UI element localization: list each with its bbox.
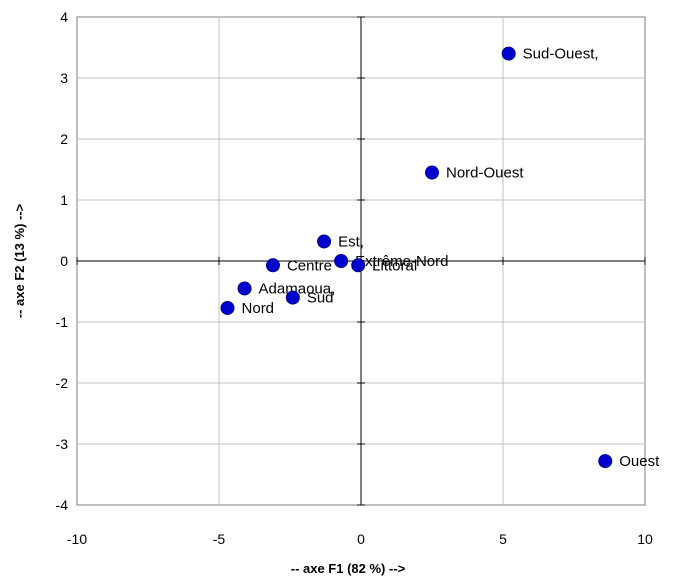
y-tick-label: 0: [60, 253, 68, 269]
data-point-label: Centre: [287, 257, 332, 274]
data-point-label: Extrême-Nord: [355, 253, 448, 270]
y-tick-label: 3: [60, 70, 68, 86]
y-tick-label: -2: [56, 375, 69, 391]
data-point: [265, 258, 280, 273]
data-point-label: Nord: [242, 300, 275, 317]
x-tick-label: 5: [499, 531, 507, 547]
data-point: [237, 281, 252, 296]
data-point: [317, 234, 332, 249]
data-point-label: Sud-Ouest,: [523, 46, 599, 63]
x-tick-label: 10: [637, 531, 653, 547]
y-tick-label: -4: [56, 497, 69, 513]
data-points: Sud-Ouest, Nord-Ouest Est, Extrême-NordLitt…: [220, 46, 660, 470]
data-point: [425, 165, 439, 180]
data-point-label: Adamaoua,: [259, 280, 336, 297]
data-point: [334, 254, 349, 268]
y-tick-label: -3: [56, 436, 69, 452]
data-point-label: Est,: [338, 233, 364, 250]
x-tick-label: -5: [213, 531, 226, 547]
y-tick-label: 2: [60, 131, 68, 147]
data-point: [598, 454, 613, 469]
data-point-label: Littoral: [372, 257, 417, 274]
data-point: [220, 300, 235, 315]
data-point-label: Ouest: [619, 453, 660, 470]
data-point: [285, 290, 300, 305]
data-point: [351, 258, 366, 273]
y-tick-label: 4: [60, 9, 68, 25]
y-tick-label: 1: [60, 192, 68, 208]
y-axis-title: -- axe F2 (13 %) -->: [12, 203, 27, 318]
x-axis-title: -- axe F1 (82 %) -->: [291, 561, 406, 576]
x-tick-label: 0: [357, 531, 365, 547]
data-point-label: Sud: [307, 290, 334, 307]
data-point: [501, 46, 516, 61]
y-tick-label: -1: [56, 314, 69, 330]
x-tick-label: -10: [67, 531, 87, 547]
data-point-label: Nord-Ouest: [446, 165, 524, 182]
